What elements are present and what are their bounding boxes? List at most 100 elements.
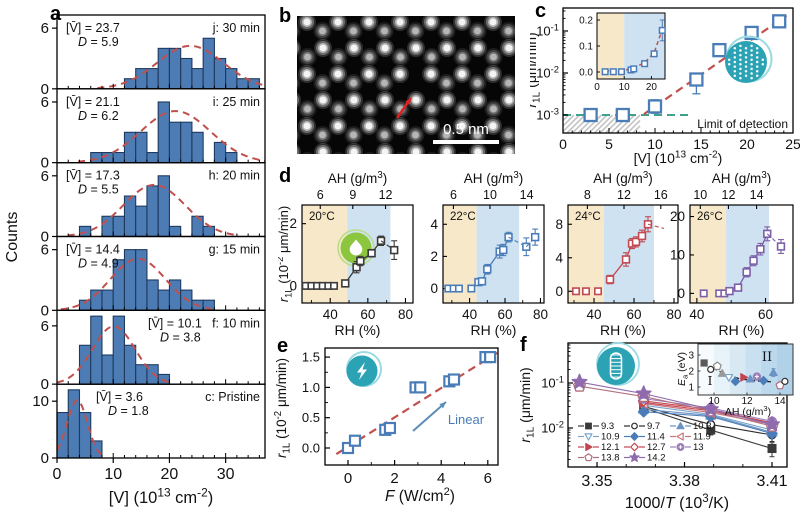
svg-text:60: 60 bbox=[626, 307, 641, 322]
svg-text:6: 6 bbox=[41, 168, 49, 185]
svg-text:14: 14 bbox=[750, 188, 764, 202]
lightning-icon bbox=[346, 351, 382, 387]
panel-b-label: b bbox=[279, 5, 292, 27]
svg-text:9: 9 bbox=[349, 188, 356, 202]
histogram-subpanel-i: 0 6 [V̄] = 21.1D = 6.2 i: 25 min bbox=[41, 88, 266, 172]
svg-text:12: 12 bbox=[379, 188, 393, 202]
linear-fit-line bbox=[335, 351, 498, 455]
svg-text:Ea (eV): Ea (eV) bbox=[676, 352, 690, 386]
svg-text:10: 10 bbox=[670, 247, 685, 262]
svg-text:6: 6 bbox=[484, 470, 492, 487]
gaussian-fit-curve bbox=[56, 325, 174, 384]
svg-text:12: 12 bbox=[741, 396, 753, 407]
svg-text:f: 10 min: f: 10 min bbox=[212, 316, 260, 330]
svg-text:0: 0 bbox=[594, 82, 600, 93]
svg-text:2: 2 bbox=[390, 470, 398, 487]
humidity-subplot-22°C: 6 10 14 AH (g/m3) 40 60 80 RH (%) 0 2 4 22°C bbox=[430, 170, 547, 338]
svg-text:26°C: 26°C bbox=[697, 211, 723, 223]
panel-f-arrhenius: 3.35 3.38 3.41 10-1 10-2 1000/T (103/K) r1L (μ… bbox=[520, 342, 794, 512]
svg-text:0: 0 bbox=[41, 302, 49, 319]
panel-a-label: a bbox=[50, 3, 62, 25]
svg-text:0.0: 0.0 bbox=[579, 68, 593, 79]
svg-text:10-3: 10-3 bbox=[536, 106, 559, 123]
vacancy-arrow bbox=[396, 97, 412, 119]
svg-text:60: 60 bbox=[498, 307, 513, 322]
svg-text:[V] (1013 cm-2): [V] (1013 cm-2) bbox=[634, 150, 723, 166]
svg-text:3.38: 3.38 bbox=[669, 473, 700, 490]
svg-text:5: 5 bbox=[605, 136, 613, 152]
gaussian-fit-curve bbox=[60, 257, 215, 311]
patterned-membrane-icon bbox=[725, 35, 773, 83]
svg-text:[V̄] = 3.6: [V̄] = 3.6 bbox=[96, 390, 143, 404]
svg-text:80: 80 bbox=[666, 307, 681, 322]
svg-text:1000/T (103/K): 1000/T (103/K) bbox=[625, 493, 729, 512]
svg-text:D = 6.2: D = 6.2 bbox=[78, 109, 119, 123]
panel-d-label: d bbox=[279, 165, 292, 187]
svg-text:[V̄] = 21.1: [V̄] = 21.1 bbox=[66, 95, 120, 109]
svg-text:14: 14 bbox=[520, 188, 534, 202]
svg-text:20: 20 bbox=[161, 466, 179, 483]
svg-text:10.3: 10.3 bbox=[693, 421, 712, 432]
svg-text:12: 12 bbox=[617, 188, 631, 202]
histogram-subpanel-j: 0 6 [V̄] = 23.7D = 5.9 j: 30 min bbox=[41, 14, 266, 98]
panel-c-label: c bbox=[535, 0, 547, 22]
svg-text:14: 14 bbox=[774, 396, 786, 407]
svg-text:12.1: 12.1 bbox=[601, 442, 620, 453]
svg-text:0: 0 bbox=[41, 228, 49, 245]
svg-text:r1L (μm/min): r1L (μm/min) bbox=[530, 32, 543, 107]
svg-text:14.2: 14.2 bbox=[647, 453, 666, 464]
svg-text:D = 5.9: D = 5.9 bbox=[78, 35, 119, 49]
data-points bbox=[341, 350, 497, 455]
svg-text:2: 2 bbox=[688, 367, 694, 378]
svg-text:10: 10 bbox=[708, 396, 720, 407]
series-markers bbox=[571, 373, 780, 458]
humidity-subplot-20°C: 6 9 12 AH (g/m3) 40 60 80 RH (%) 0 2 20°C bbox=[289, 170, 414, 338]
svg-text:0: 0 bbox=[41, 450, 49, 467]
svg-text:0: 0 bbox=[41, 155, 49, 172]
svg-text:D = 4.9: D = 4.9 bbox=[78, 256, 119, 270]
svg-text:r1L (10-2 μm/min): r1L (10-2 μm/min) bbox=[278, 206, 293, 302]
scale-bar: 0.5 nm bbox=[433, 121, 499, 144]
svg-text:20: 20 bbox=[670, 209, 685, 224]
svg-text:II: II bbox=[762, 350, 772, 365]
svg-text:10.9: 10.9 bbox=[601, 432, 620, 443]
svg-text:0: 0 bbox=[559, 136, 567, 152]
svg-text:0.5: 0.5 bbox=[302, 410, 320, 425]
svg-text:60: 60 bbox=[360, 307, 375, 322]
svg-text:6: 6 bbox=[41, 20, 49, 37]
svg-text:20: 20 bbox=[646, 82, 658, 93]
svg-text:AH (g/m3): AH (g/m3) bbox=[593, 170, 652, 186]
svg-text:13.8: 13.8 bbox=[601, 453, 620, 464]
svg-text:r1L (10-2 μm/min): r1L (10-2 μm/min) bbox=[273, 358, 293, 458]
svg-text:AH (g/m3): AH (g/m3) bbox=[712, 170, 771, 186]
panel-f-label: f bbox=[520, 334, 527, 356]
svg-text:40: 40 bbox=[689, 307, 704, 322]
panel-c-rate-vs-vacancy: Limit of detection 0 5 10 15 20 25 10-1 10-2 10-3… bbox=[530, 7, 800, 166]
svg-text:6: 6 bbox=[41, 318, 49, 335]
svg-text:[V̄] = 10.1: [V̄] = 10.1 bbox=[148, 316, 202, 330]
svg-text:15: 15 bbox=[693, 136, 709, 152]
svg-text:0.0: 0.0 bbox=[302, 441, 320, 456]
svg-text:10: 10 bbox=[647, 136, 663, 152]
svg-text:13: 13 bbox=[693, 442, 704, 453]
svg-text:40: 40 bbox=[323, 307, 338, 322]
panel-e-rate-vs-flux: 0 2 4 6 0.0 0.5 1.0 1.5 F (W/cm2) r1L (10-2 μm/mi… bbox=[273, 347, 499, 505]
svg-text:6: 6 bbox=[317, 188, 324, 202]
gaussian-fit-curve bbox=[67, 183, 239, 237]
svg-text:4: 4 bbox=[437, 470, 445, 487]
svg-text:8: 8 bbox=[555, 217, 563, 232]
svg-text:0: 0 bbox=[53, 466, 62, 483]
histogram-subpanel-c: 0 10 [V̄] = 3.6D = 1.8 c: Pristine bbox=[32, 383, 266, 467]
svg-text:80: 80 bbox=[398, 307, 413, 322]
svg-text:6: 6 bbox=[41, 94, 49, 111]
svg-text:10: 10 bbox=[104, 466, 122, 483]
svg-text:AH (g/m3): AH (g/m3) bbox=[725, 404, 771, 418]
svg-text:2: 2 bbox=[430, 249, 438, 264]
svg-text:[V̄] = 14.4: [V̄] = 14.4 bbox=[66, 242, 120, 256]
svg-text:60: 60 bbox=[758, 307, 773, 322]
svg-text:AH (g/m3): AH (g/m3) bbox=[464, 170, 523, 186]
